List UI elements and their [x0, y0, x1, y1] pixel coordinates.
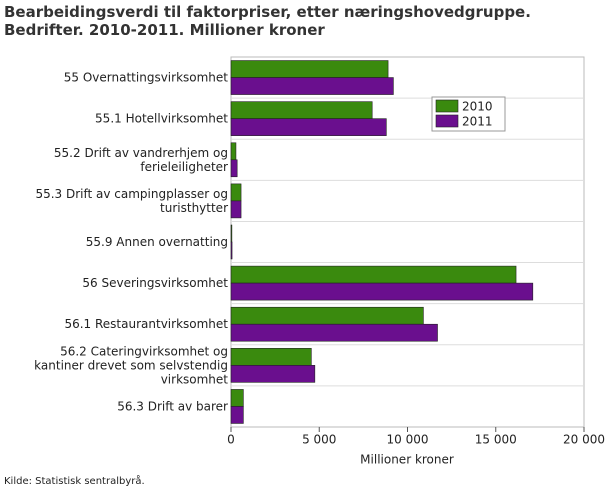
bar — [230, 348, 312, 366]
bar — [230, 183, 242, 202]
bar — [230, 406, 244, 424]
bar — [230, 265, 517, 284]
y-tick-label: 55 Overnattingsvirksomhet — [64, 70, 229, 84]
bar — [230, 323, 438, 342]
legend-swatch — [435, 99, 459, 113]
x-tick-label: 20 000 — [563, 433, 605, 447]
bar — [230, 282, 534, 301]
x-tick-label: 5 000 — [302, 433, 336, 447]
chart-title: Bearbeidingsverdi til faktorpriser, ette… — [4, 3, 531, 39]
x-axis-label: Millioner kroner — [360, 453, 454, 467]
bar — [230, 389, 244, 407]
y-tick-label: 55.1 Hotellvirksomhet — [95, 111, 228, 125]
bar — [230, 224, 233, 243]
legend-label: 2011 — [462, 115, 493, 129]
bar — [230, 101, 373, 119]
bar — [230, 241, 233, 260]
legend-swatch — [435, 114, 459, 128]
x-tick-label: 10 000 — [387, 433, 429, 447]
y-tick-label: 55.9 Annen overnatting — [86, 235, 228, 249]
bar — [230, 200, 242, 219]
y-tick-label: 56.1 Restaurantvirksomhet — [64, 317, 228, 331]
y-tick-label: 55.3 Drift av campingplasser og turisthyt… — [35, 186, 228, 214]
bar — [230, 60, 389, 78]
y-tick-label: 55.2 Drift av vandrerhjem og ferieleiligh… — [54, 145, 228, 173]
source: Kilde: Statistisk sentralbyrå. — [4, 474, 145, 487]
bar — [230, 365, 316, 383]
bar — [230, 118, 387, 136]
legend-label: 2010 — [462, 100, 493, 114]
bar — [230, 159, 238, 178]
bar — [230, 77, 394, 95]
x-tick-label: 0 — [227, 433, 235, 447]
y-tick-label: 56.2 Cateringvirksomhet og kantiner dreve… — [34, 344, 228, 386]
y-tick-label: 56 Severingsvirksomhet — [82, 276, 228, 290]
bar — [230, 142, 237, 161]
x-tick-label: 15 000 — [475, 433, 517, 447]
y-tick-label: 56.3 Drift av barer — [117, 399, 228, 413]
bar — [230, 306, 424, 325]
